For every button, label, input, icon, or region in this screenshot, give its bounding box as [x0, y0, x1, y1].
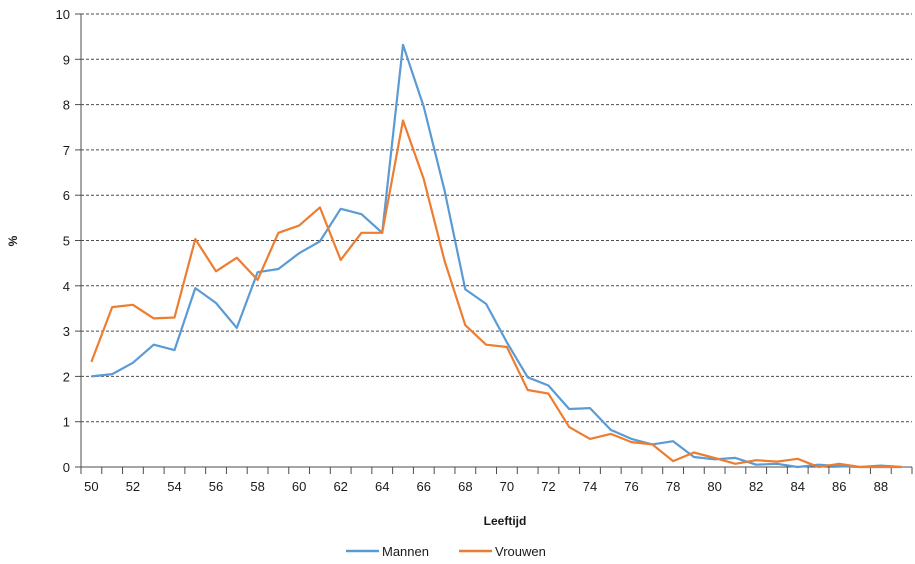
- y-tick-label: 10: [56, 7, 70, 22]
- x-tick-label: 74: [583, 479, 597, 494]
- x-tick-label: 84: [791, 479, 805, 494]
- x-tick-label: 78: [666, 479, 680, 494]
- series-line-vrouwen: [90, 119, 902, 469]
- x-tick-label: 86: [832, 479, 846, 494]
- y-tick-label: 2: [63, 369, 70, 384]
- legend-label-mannen: Mannen: [382, 544, 429, 559]
- legend: Mannen Vrouwen: [346, 544, 546, 559]
- series-line-mannen: [91, 43, 902, 469]
- x-tick-label: 68: [458, 479, 472, 494]
- x-tick-label: 64: [375, 479, 389, 494]
- x-axis-ticks: 50 52 54 56 58 60 62 64 66 68 70 72 74 76 78 80 82 84 86 88: [80, 467, 913, 494]
- x-tick-label: 52: [126, 479, 140, 494]
- y-tick-label: 1: [63, 415, 70, 430]
- y-tick-label: 6: [63, 188, 70, 203]
- x-tick-label: 60: [292, 479, 306, 494]
- y-tick-label: 3: [63, 324, 70, 339]
- x-tick-label: 80: [707, 479, 721, 494]
- x-tick-label: 50: [84, 479, 98, 494]
- gridlines: [81, 13, 912, 423]
- x-tick-label: 62: [333, 479, 347, 494]
- y-tick-label: 5: [63, 234, 70, 249]
- legend-label-vrouwen: Vrouwen: [495, 544, 546, 559]
- series-lines: [90, 43, 902, 469]
- x-tick-label: 56: [209, 479, 223, 494]
- y-tick-label: 8: [63, 98, 70, 113]
- y-axis-title: %: [6, 235, 20, 246]
- y-axis-ticks: 0 1 2 3 4 5 6 7 8 9 10: [56, 7, 81, 475]
- y-tick-label: 7: [63, 143, 70, 158]
- x-tick-label: 76: [624, 479, 638, 494]
- x-tick-label: 82: [749, 479, 763, 494]
- x-tick-label: 72: [541, 479, 555, 494]
- x-tick-label: 54: [167, 479, 181, 494]
- x-tick-label: 58: [250, 479, 264, 494]
- x-tick-label: 70: [500, 479, 514, 494]
- x-tick-label: 66: [417, 479, 431, 494]
- x-axis-title: Leeftijd: [484, 514, 527, 528]
- y-tick-label: 9: [63, 52, 70, 67]
- y-tick-label: 0: [63, 460, 70, 475]
- x-tick-label: 88: [874, 479, 888, 494]
- y-tick-label: 4: [63, 279, 70, 294]
